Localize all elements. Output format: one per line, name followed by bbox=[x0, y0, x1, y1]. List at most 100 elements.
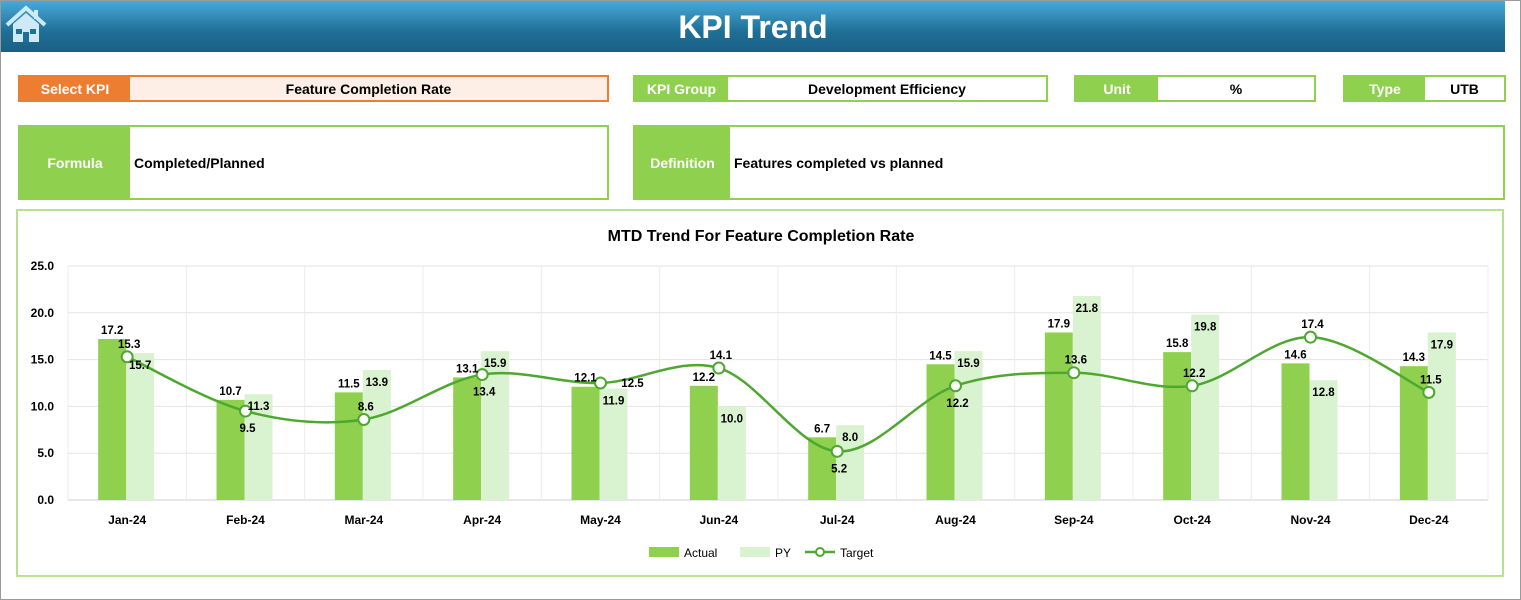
x-tick-label: Oct-24 bbox=[1173, 513, 1211, 527]
definition-field: Definition Features completed vs planned bbox=[633, 125, 1505, 200]
actual-data-label: 14.6 bbox=[1284, 349, 1306, 361]
target-marker bbox=[357, 413, 371, 427]
actual-bar bbox=[1044, 332, 1073, 500]
target-marker bbox=[120, 350, 134, 364]
py-bar bbox=[836, 425, 865, 500]
unit-field: Unit % bbox=[1074, 75, 1316, 102]
actual-data-label: 13.1 bbox=[456, 363, 479, 375]
target-marker bbox=[1067, 366, 1081, 380]
actual-data-label: 10.7 bbox=[219, 386, 241, 398]
definition-label: Definition bbox=[635, 127, 730, 198]
actual-bar bbox=[1281, 363, 1310, 500]
kpi-group-label: KPI Group bbox=[635, 77, 728, 100]
py-bar bbox=[362, 369, 391, 500]
py-data-label: 19.8 bbox=[1194, 322, 1217, 334]
actual-data-label: 15.8 bbox=[1166, 338, 1189, 350]
target-marker bbox=[239, 404, 252, 418]
kpi-group-value: Development Efficiency bbox=[808, 80, 966, 97]
target-marker bbox=[830, 444, 844, 458]
py-bar bbox=[1191, 314, 1220, 500]
target-data-label: 17.4 bbox=[1301, 319, 1324, 331]
target-marker bbox=[949, 379, 962, 393]
target-data-label: 15.3 bbox=[118, 339, 140, 351]
x-tick-label: Mar-24 bbox=[344, 513, 383, 527]
target-data-label: 13.6 bbox=[1065, 355, 1087, 367]
actual-bar bbox=[216, 399, 245, 500]
py-data-label: 11.3 bbox=[248, 401, 270, 413]
actual-data-label: 11.5 bbox=[338, 378, 360, 390]
actual-bar bbox=[1163, 352, 1192, 500]
legend-target-marker bbox=[815, 547, 825, 557]
py-bar bbox=[954, 351, 983, 500]
x-tick-label: Nov-24 bbox=[1290, 513, 1330, 527]
py-data-label: 15.9 bbox=[484, 358, 506, 370]
actual-data-label: 12.2 bbox=[693, 372, 715, 384]
x-tick-label: Jun-24 bbox=[699, 513, 738, 527]
py-bar bbox=[1072, 295, 1101, 500]
type-value: UTB bbox=[1450, 80, 1479, 97]
legend-actual: Actual bbox=[684, 546, 717, 560]
py-data-label: 12.8 bbox=[1312, 387, 1335, 399]
target-data-label: 13.4 bbox=[473, 387, 496, 399]
legend-py: PY bbox=[775, 546, 791, 560]
target-marker bbox=[1304, 330, 1317, 344]
target-data-label: 5.2 bbox=[831, 463, 847, 475]
legend: Actual PY Target bbox=[649, 546, 874, 560]
kpi-group-field: KPI Group Development Efficiency bbox=[633, 75, 1048, 102]
target-marker bbox=[594, 376, 607, 390]
y-tick-label: 15.0 bbox=[31, 353, 55, 367]
target-data-label: 12.2 bbox=[946, 398, 968, 410]
page-title: KPI Trend bbox=[678, 9, 828, 45]
x-tick-label: Sep-24 bbox=[1054, 513, 1094, 527]
py-bar bbox=[126, 353, 155, 500]
py-data-label: 11.9 bbox=[603, 396, 625, 408]
py-bar bbox=[1309, 380, 1338, 500]
formula-value: Completed/Planned bbox=[134, 154, 265, 171]
py-data-label: 13.9 bbox=[366, 377, 388, 389]
py-data-label: 15.7 bbox=[129, 360, 151, 372]
actual-bar bbox=[334, 392, 363, 500]
target-data-label: 11.5 bbox=[1420, 374, 1442, 386]
target-data-label: 14.1 bbox=[710, 350, 733, 362]
target-data-label: 12.5 bbox=[621, 378, 644, 390]
py-bar bbox=[599, 388, 628, 500]
target-marker bbox=[475, 368, 489, 382]
actual-bar bbox=[453, 377, 482, 500]
target-data-label: 9.5 bbox=[240, 423, 257, 435]
home-icon[interactable] bbox=[5, 5, 47, 45]
chart-container bbox=[16, 209, 1504, 577]
chart-title: MTD Trend For Feature Completion Rate bbox=[608, 228, 915, 245]
target-marker bbox=[712, 361, 726, 375]
type-field: Type UTB bbox=[1343, 75, 1506, 102]
x-tick-label: Dec-24 bbox=[1409, 513, 1449, 527]
py-bar bbox=[1427, 332, 1456, 500]
x-tick-label: Aug-24 bbox=[935, 513, 976, 527]
header-bar: KPI Trend bbox=[1, 1, 1505, 52]
select-kpi-field[interactable]: Select KPI Feature Completion Rate bbox=[18, 75, 609, 102]
actual-data-label: 14.5 bbox=[929, 350, 952, 362]
x-tick-label: May-24 bbox=[580, 513, 621, 527]
unit-label: Unit bbox=[1076, 77, 1158, 100]
target-marker bbox=[1185, 379, 1199, 393]
actual-bar bbox=[98, 339, 127, 500]
select-kpi-dropdown[interactable]: Feature Completion Rate bbox=[130, 77, 607, 100]
py-data-label: 15.9 bbox=[957, 358, 979, 370]
legend-py-swatch bbox=[740, 547, 770, 557]
x-tick-label: Apr-24 bbox=[463, 513, 501, 527]
y-tick-label: 10.0 bbox=[31, 399, 55, 413]
py-data-label: 17.9 bbox=[1431, 339, 1453, 351]
actual-data-label: 12.1 bbox=[574, 373, 597, 385]
legend-actual-swatch bbox=[649, 547, 679, 557]
y-tick-label: 5.0 bbox=[37, 446, 54, 460]
py-data-label: 8.0 bbox=[842, 432, 858, 444]
actual-data-label: 17.9 bbox=[1048, 318, 1070, 330]
unit-value: % bbox=[1229, 80, 1243, 97]
y-tick-label: 25.0 bbox=[31, 259, 55, 273]
target-marker bbox=[1422, 385, 1436, 399]
y-tick-label: 0.0 bbox=[37, 493, 54, 507]
formula-field: Formula Completed/Planned bbox=[18, 125, 609, 200]
definition-value: Features completed vs planned bbox=[734, 154, 944, 171]
py-data-label: 10.0 bbox=[721, 413, 743, 425]
legend-target: Target bbox=[840, 546, 874, 560]
